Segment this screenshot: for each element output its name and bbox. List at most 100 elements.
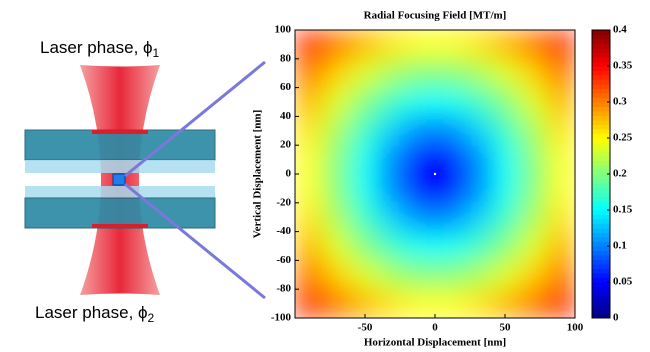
heat-cell <box>407 58 436 89</box>
grating <box>92 224 148 228</box>
colorbar-step <box>592 232 610 238</box>
colorbar-step <box>592 97 610 103</box>
heat-cell <box>379 174 408 204</box>
colorbar-step <box>592 129 610 134</box>
colorbar-step <box>592 205 610 211</box>
heat-cell <box>491 145 520 175</box>
heat-cell <box>463 30 492 60</box>
colorbar-step <box>592 88 610 94</box>
colorbar-step <box>592 282 610 287</box>
heat-cell <box>463 260 492 290</box>
heat-cell <box>351 231 380 261</box>
colorbar-step <box>592 241 610 247</box>
heat-cell <box>547 260 575 290</box>
y-tick-label: -80 <box>276 283 291 295</box>
heat-cell <box>407 30 436 60</box>
heat-cell <box>491 260 520 290</box>
heat-cell <box>323 260 352 290</box>
heat-cell <box>351 30 380 60</box>
heat-cell <box>435 145 464 175</box>
colorbar-step <box>592 39 610 44</box>
colorbar-step <box>592 214 610 220</box>
slab <box>24 129 216 161</box>
colorbar-tick-label: 0.05 <box>613 276 633 288</box>
y-tick-label: 0 <box>286 168 292 180</box>
center-point <box>433 172 437 176</box>
colorbar-step <box>592 169 610 175</box>
colorbar-step <box>592 43 610 49</box>
colorbar-step <box>592 268 610 274</box>
colorbar-step <box>592 291 610 296</box>
heat-cell <box>407 87 436 117</box>
colorbar-step <box>592 196 610 202</box>
heat-cell <box>491 174 520 204</box>
heatmap-clip <box>295 30 575 318</box>
colorbar-step <box>592 102 610 107</box>
heat-cell <box>379 30 408 60</box>
colorbar-step <box>592 201 610 206</box>
heat-cell <box>379 202 408 233</box>
colorbar-step <box>592 160 610 166</box>
heat-cell <box>547 145 575 175</box>
heat-cell <box>519 30 548 60</box>
colorbar-step <box>592 295 610 301</box>
y-tick-label: -20 <box>276 196 291 208</box>
colorbar-tick-label: 0.2 <box>613 168 627 180</box>
colorbar-step <box>592 187 610 193</box>
heat-cell <box>407 116 436 146</box>
slab <box>24 197 216 229</box>
diagram: Laser phase, ϕ1 Laser phase, ϕ2 <box>24 38 266 325</box>
subscript: 1 <box>153 46 160 60</box>
heat-cell <box>351 145 380 175</box>
heat-cell <box>463 116 492 146</box>
heat-cell <box>463 202 492 233</box>
colorbar-step <box>592 142 610 148</box>
heat-cell <box>295 289 324 318</box>
heat-cell <box>407 202 436 233</box>
heat-cell <box>547 58 575 89</box>
colorbar-step <box>592 309 610 314</box>
y-tick-label: 20 <box>280 139 292 151</box>
heat-cell <box>407 174 436 204</box>
heat-cell <box>519 289 548 318</box>
heat-cell <box>519 202 548 233</box>
slab <box>25 186 215 198</box>
heat-cell <box>435 30 464 60</box>
heat-cell <box>351 174 380 204</box>
heat-cell <box>295 174 324 204</box>
heat-cell <box>351 87 380 117</box>
heat-cell <box>379 289 408 318</box>
heat-cell <box>351 58 380 89</box>
heat-cell <box>547 231 575 261</box>
heat-cell <box>463 58 492 89</box>
heat-cell <box>491 58 520 89</box>
colorbar-step <box>592 210 610 215</box>
heat-cell <box>547 87 575 117</box>
y-tick-label: -60 <box>276 254 291 266</box>
zoom-line <box>124 60 266 178</box>
colorbar-step <box>592 61 610 67</box>
colorbar-step <box>592 250 610 256</box>
bottom-label: Laser phase, ϕ2 <box>35 303 155 325</box>
heat-cell <box>547 202 575 233</box>
heat-cell <box>351 202 380 233</box>
heat-cell <box>295 231 324 261</box>
heat-cell <box>463 87 492 117</box>
colorbar-step <box>592 264 610 269</box>
heat-cell <box>519 174 548 204</box>
colorbar-step <box>592 277 610 283</box>
y-tick-label: 100 <box>275 24 292 36</box>
label-text: Laser phase, ϕ <box>40 38 153 57</box>
heat-cell <box>323 145 352 175</box>
y-axis-label: Vertical Displacement [nm] <box>252 110 264 239</box>
heat-cell <box>463 174 492 204</box>
colorbar-step <box>592 147 610 152</box>
heat-cell <box>351 289 380 318</box>
heatmap-chart: Radial Focusing Field [MT/m] Horizontal … <box>252 10 633 349</box>
heat-cell <box>519 58 548 89</box>
heat-cell <box>323 174 352 204</box>
heat-cell <box>435 87 464 117</box>
colorbar-step <box>592 151 610 157</box>
heat-cell <box>435 174 464 204</box>
